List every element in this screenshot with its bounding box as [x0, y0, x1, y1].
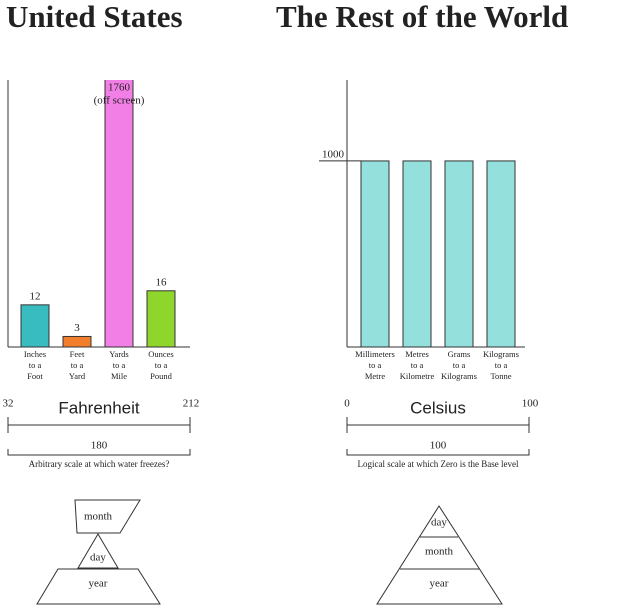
- x-tick-label: to a: [29, 360, 42, 370]
- scale-span: 180: [91, 440, 108, 452]
- bar: [444, 160, 474, 348]
- bars: [20, 80, 176, 348]
- pyramid-part: [77, 533, 119, 569]
- annotation: (off screen): [94, 95, 145, 107]
- bar: [146, 290, 176, 348]
- scale-start: 0: [344, 398, 350, 410]
- pyramid-level: day: [431, 517, 447, 529]
- bars: [360, 160, 516, 348]
- pyramid-level: month: [425, 546, 454, 558]
- pyramid-level: day: [90, 552, 106, 564]
- x-tick-label: Metre: [365, 371, 386, 381]
- scale-line: [346, 417, 530, 433]
- x-tick-label: Pound: [150, 371, 172, 381]
- x-tick-label: to a: [495, 360, 508, 370]
- x-tick-label: Mile: [111, 371, 127, 381]
- value-label: 12: [30, 290, 41, 302]
- heading: The Rest of the World: [276, 0, 568, 34]
- x-tick-label: to a: [113, 360, 126, 370]
- x-tick-label: Yards: [109, 349, 128, 359]
- pyramid: [376, 505, 503, 605]
- x-tick-label: to a: [71, 360, 84, 370]
- heading: United States: [6, 0, 183, 34]
- x-tick-label: to a: [155, 360, 168, 370]
- y-tick-label: 1000: [322, 148, 345, 160]
- x-tick-label: Metres: [405, 349, 429, 359]
- pyramid-divider: [400, 536, 479, 570]
- scale-span: 100: [430, 440, 447, 452]
- pyramid-part: [36, 568, 161, 605]
- scale-name: Fahrenheit: [58, 398, 140, 417]
- x-tick-label: Tonne: [490, 371, 511, 381]
- scale-name: Celsius: [410, 398, 466, 417]
- x-tick-label: Kilograms: [483, 349, 519, 359]
- value-label: 3: [74, 322, 80, 334]
- value-label: 1760: [108, 82, 131, 94]
- value-label: 16: [156, 276, 168, 288]
- x-tick-label: to a: [369, 360, 382, 370]
- scale-caption: Logical scale at which Zero is the Base …: [358, 459, 519, 469]
- pyramid-part: [74, 499, 141, 534]
- bar: [62, 335, 92, 348]
- scale-line: [7, 417, 191, 433]
- bar: [20, 304, 50, 348]
- x-tick-label: Feet: [70, 349, 85, 359]
- bar: [486, 160, 516, 348]
- scale-caption: Arbitrary scale at which water freezes?: [29, 459, 170, 469]
- span-bracket: [7, 449, 191, 456]
- bar: [104, 80, 134, 348]
- x-tick-label: Inches: [24, 349, 46, 359]
- x-tick-label: Grams: [448, 349, 471, 359]
- bar: [402, 160, 432, 348]
- x-tick-label: Foot: [27, 371, 43, 381]
- scale-end: 212: [183, 398, 200, 410]
- pyramid-level: year: [430, 578, 449, 590]
- x-tick-label: Kilometre: [400, 371, 435, 381]
- pyramid-level: month: [84, 511, 113, 523]
- x-tick-label: to a: [453, 360, 466, 370]
- x-tick-label: Millimeters: [355, 349, 395, 359]
- pyramid-level: year: [89, 578, 108, 590]
- x-tick-label: Yard: [69, 371, 86, 381]
- span-bracket: [346, 449, 530, 456]
- x-tick-label: Ounces: [148, 349, 174, 359]
- x-tick-label: Kilograms: [441, 371, 477, 381]
- bar: [360, 160, 390, 348]
- scale-start: 32: [3, 398, 14, 410]
- x-tick-label: to a: [411, 360, 424, 370]
- scale-end: 100: [522, 398, 539, 410]
